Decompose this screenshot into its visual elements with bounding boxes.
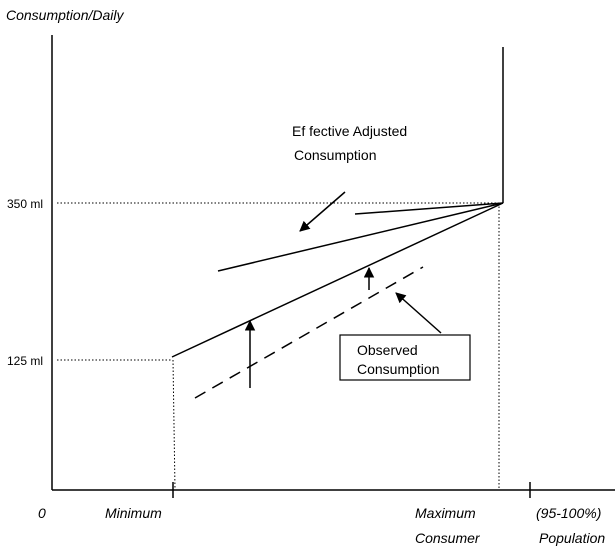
callout-text: Consumption [357, 361, 440, 377]
x-label: Maximum [415, 505, 476, 521]
x-label: Minimum [105, 505, 162, 521]
adjusted-line [171, 202, 504, 358]
level-label: 350 ml [7, 197, 43, 211]
level-label: 125 ml [7, 354, 43, 368]
callout-arrow [299, 191, 346, 232]
origin-label: 0 [38, 505, 46, 521]
callout-text: Consumption [294, 147, 377, 163]
upper-line [354, 202, 504, 215]
observed-line [194, 266, 424, 399]
callout-text: Ef fective Adjusted [292, 123, 407, 139]
x-label: (95-100%) [536, 505, 601, 521]
callout-arrow [395, 292, 442, 334]
effective-line [217, 202, 504, 272]
x-label: Consumer [415, 530, 481, 546]
callout-box [339, 334, 471, 381]
callout-text: Observed [357, 342, 418, 358]
x-label: Population [539, 530, 605, 546]
y-axis-label: Consumption/Daily [6, 7, 124, 23]
min-drop [172, 359, 176, 491]
